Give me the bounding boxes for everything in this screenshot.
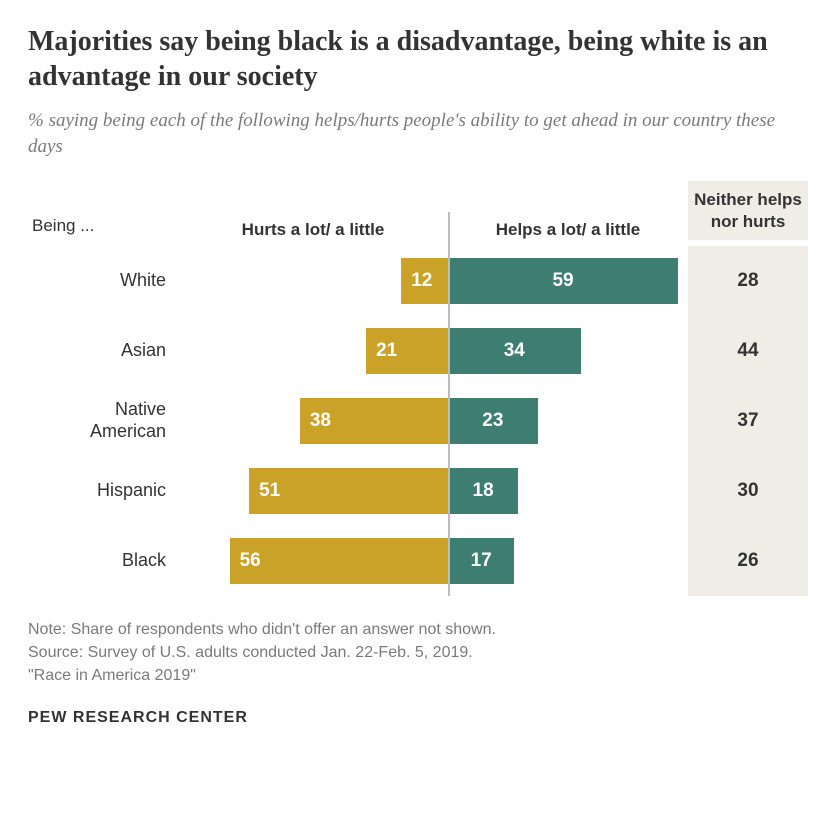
hurts-value: 21	[366, 340, 407, 362]
note-line: "Race in America 2019"	[28, 664, 812, 687]
helps-bar: 18	[448, 468, 518, 514]
column-headers: Being ... Hurts a lot/ a little Helps a …	[28, 181, 812, 240]
hurts-bar: 56	[230, 538, 448, 584]
helps-value: 23	[472, 410, 513, 432]
chart-title: Majorities say being black is a disadvan…	[28, 24, 812, 94]
neither-value: 28	[688, 246, 808, 316]
row-bars: 51 18	[178, 468, 688, 514]
table-row: White 12 59 28	[28, 246, 812, 316]
table-row: NativeAmerican 38 23 37	[28, 386, 812, 456]
row-label: Asian	[28, 340, 178, 362]
note-line: Source: Survey of U.S. adults conducted …	[28, 641, 812, 664]
helps-value: 34	[494, 340, 535, 362]
helps-bar: 59	[448, 258, 678, 304]
helps-bar: 17	[448, 538, 514, 584]
table-row: Black 56 17 26	[28, 526, 812, 596]
helps-value: 59	[542, 270, 583, 292]
hurts-bar: 21	[366, 328, 448, 374]
hurts-value: 51	[249, 480, 290, 502]
hurts-value: 12	[401, 270, 442, 292]
neither-value: 30	[688, 456, 808, 526]
neither-value: 26	[688, 526, 808, 596]
chart-area: Being ... Hurts a lot/ a little Helps a …	[28, 181, 812, 596]
row-label: White	[28, 270, 178, 292]
chart-subtitle: % saying being each of the following hel…	[28, 108, 812, 159]
hurts-bar: 38	[300, 398, 448, 444]
hurts-bar: 51	[249, 468, 448, 514]
chart-rows: White 12 59 28 Asian 21 34 44 NativeAmerican 38 23…	[28, 246, 812, 596]
helps-value: 18	[463, 480, 504, 502]
row-label: NativeAmerican	[28, 399, 178, 442]
row-bars: 56 17	[178, 538, 688, 584]
row-label: Hispanic	[28, 480, 178, 502]
row-bars: 21 34	[178, 328, 688, 374]
hurts-value: 38	[300, 410, 341, 432]
helps-bar: 34	[448, 328, 581, 374]
helps-bar: 23	[448, 398, 538, 444]
row-bars: 12 59	[178, 258, 688, 304]
hurts-header: Hurts a lot/ a little	[178, 219, 448, 240]
table-row: Hispanic 51 18 30	[28, 456, 812, 526]
row-label: Black	[28, 550, 178, 572]
hurts-value: 56	[230, 550, 271, 572]
center-axis	[448, 212, 450, 596]
helps-header: Helps a lot/ a little	[448, 219, 688, 240]
neither-header: Neither helps nor hurts	[694, 189, 802, 232]
chart-notes: Note: Share of respondents who didn't of…	[28, 618, 812, 688]
neither-value: 44	[688, 316, 808, 386]
hurts-bar: 12	[401, 258, 448, 304]
note-line: Note: Share of respondents who didn't of…	[28, 618, 812, 641]
row-bars: 38 23	[178, 398, 688, 444]
neither-value: 37	[688, 386, 808, 456]
row-prefix-label: Being ...	[28, 216, 178, 240]
helps-value: 17	[461, 550, 502, 572]
table-row: Asian 21 34 44	[28, 316, 812, 386]
footer-attribution: PEW RESEARCH CENTER	[28, 709, 812, 727]
